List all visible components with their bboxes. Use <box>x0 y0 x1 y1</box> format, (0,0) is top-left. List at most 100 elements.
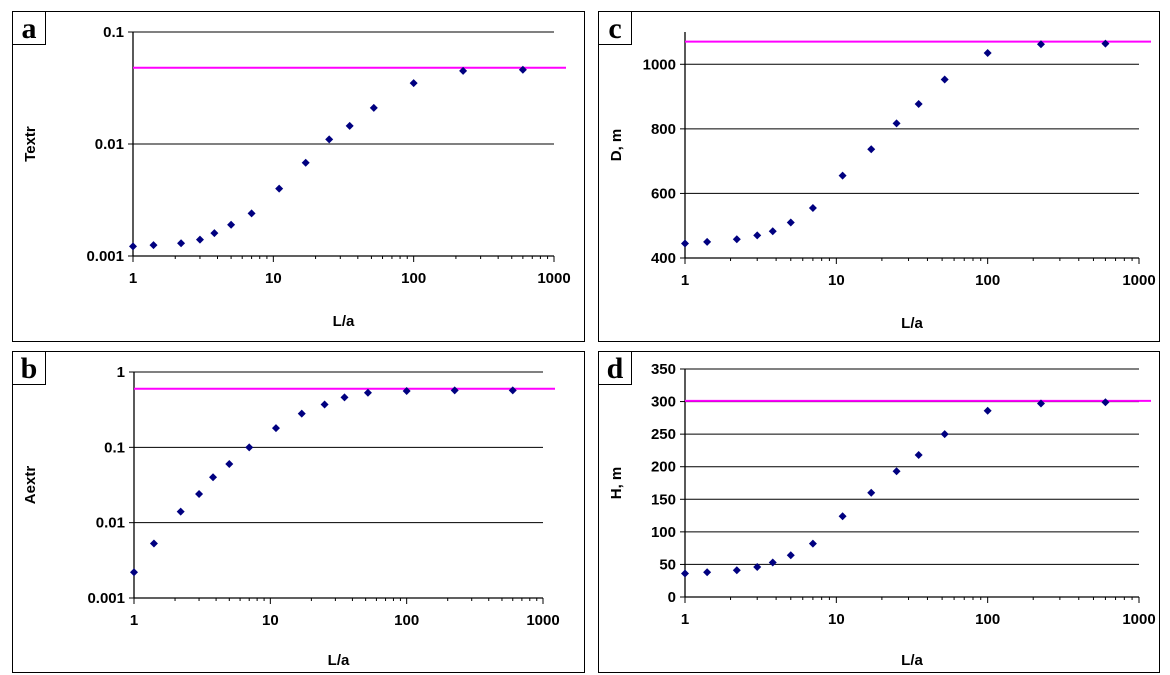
data-point <box>409 79 418 88</box>
panel-b: 0.001 0.01 0.1 1 1 10 100 1000 L/a Aextr b <box>12 351 585 673</box>
data-point <box>149 539 158 548</box>
data-point <box>340 393 349 402</box>
x-tick-label: 1000 <box>1122 611 1155 628</box>
x-tick-label: 1000 <box>1122 272 1155 289</box>
chart-b: 0.001 0.01 0.1 1 1 10 100 1000 L/a Aextr <box>22 364 560 669</box>
x-tick-label: 100 <box>975 272 1000 289</box>
data-point <box>867 488 876 497</box>
panel-c: 400 600 800 1000 1 10 100 1000 L/a D, m c <box>598 11 1160 342</box>
x-tick-label: 1 <box>129 270 137 287</box>
data-point <box>345 121 354 130</box>
data-point <box>786 218 795 227</box>
data-point <box>1101 398 1110 407</box>
data-point <box>195 235 204 244</box>
data-point <box>209 473 218 482</box>
chart-c: 400 600 800 1000 1 10 100 1000 L/a D, m <box>608 32 1156 332</box>
data-point <box>245 443 254 452</box>
data-point <box>753 563 762 572</box>
data-point <box>681 239 689 248</box>
y-tick-label: 150 <box>651 491 676 508</box>
data-point <box>867 145 876 154</box>
data-point <box>177 239 186 248</box>
y-axis-label: H, m <box>608 467 625 500</box>
x-tick-label: 1000 <box>526 612 559 629</box>
x-axis-label: L/a <box>328 652 350 669</box>
y-tick-label: 0.01 <box>96 515 125 532</box>
x-axis-label: L/a <box>333 313 355 330</box>
y-tick-label: 200 <box>651 459 676 476</box>
x-axis-label: L/a <box>901 652 923 669</box>
x-axis-label: L/a <box>901 315 923 332</box>
data-point <box>786 551 795 560</box>
data-point <box>450 386 459 395</box>
data-point <box>1036 40 1045 49</box>
y-tick-label: 50 <box>659 556 676 573</box>
data-point <box>247 209 256 218</box>
y-tick-label: 100 <box>651 524 676 541</box>
data-point <box>768 227 777 236</box>
data-point <box>130 568 138 577</box>
data-point <box>768 558 777 567</box>
y-tick-label: 350 <box>651 361 676 378</box>
data-point <box>301 158 310 167</box>
data-point <box>1101 39 1110 48</box>
data-point <box>325 135 334 144</box>
data-point <box>983 406 992 415</box>
y-tick-label: 1 <box>117 364 125 381</box>
data-point <box>459 66 468 75</box>
panel-letter-a: a <box>12 11 46 45</box>
y-tick-label: 0.001 <box>86 248 124 265</box>
data-point <box>753 231 762 240</box>
data-point <box>402 386 411 395</box>
data-point <box>703 568 712 577</box>
x-tick-label: 1 <box>681 611 689 628</box>
y-tick-label: 800 <box>651 121 676 138</box>
data-point <box>983 48 992 57</box>
x-tick-label: 10 <box>828 611 845 628</box>
data-point <box>363 388 372 397</box>
x-tick-label: 10 <box>828 272 845 289</box>
x-tick-label: 10 <box>265 270 282 287</box>
data-point <box>129 242 137 251</box>
data-point <box>227 220 236 229</box>
panel-letter-d: d <box>598 351 632 385</box>
data-point <box>732 566 741 575</box>
y-tick-label: 600 <box>651 185 676 202</box>
y-tick-label: 1000 <box>643 56 676 73</box>
data-point <box>703 237 712 246</box>
data-point <box>297 409 306 418</box>
panel-letter-b: b <box>12 351 46 385</box>
data-point <box>210 229 219 238</box>
data-point <box>275 184 284 193</box>
data-point <box>838 512 847 521</box>
y-tick-label: 0.1 <box>103 24 124 41</box>
data-point <box>149 241 158 250</box>
data-point <box>508 386 517 395</box>
data-point <box>225 460 234 469</box>
data-point <box>732 235 741 244</box>
data-point <box>271 424 280 433</box>
data-point <box>320 400 329 409</box>
data-point <box>808 539 817 548</box>
y-tick-label: 0.1 <box>104 439 125 456</box>
panel-a: 0.001 0.01 0.1 1 10 100 1000 L/a Textr a <box>12 11 585 342</box>
x-tick-label: 100 <box>975 611 1000 628</box>
data-point <box>176 507 185 516</box>
y-tick-label: 0.001 <box>87 590 125 607</box>
data-point <box>681 569 689 578</box>
y-tick-label: 250 <box>651 426 676 443</box>
x-tick-label: 1 <box>681 272 689 289</box>
panel-letter-c: c <box>598 11 632 45</box>
x-tick-label: 100 <box>394 612 419 629</box>
data-point <box>518 65 527 74</box>
y-tick-label: 300 <box>651 394 676 411</box>
chart-a: 0.001 0.01 0.1 1 10 100 1000 L/a Textr <box>22 24 571 330</box>
y-tick-label: 400 <box>651 250 676 267</box>
y-axis-label: D, m <box>608 129 625 162</box>
panel-d: 0 50 100 150 200 250 300 350 1 10 100 1000 L/a H, m d <box>598 351 1160 673</box>
data-point <box>892 467 901 476</box>
data-point <box>1036 399 1045 408</box>
y-axis-label: Aextr <box>22 466 39 505</box>
data-point <box>940 430 949 439</box>
data-point <box>838 171 847 180</box>
